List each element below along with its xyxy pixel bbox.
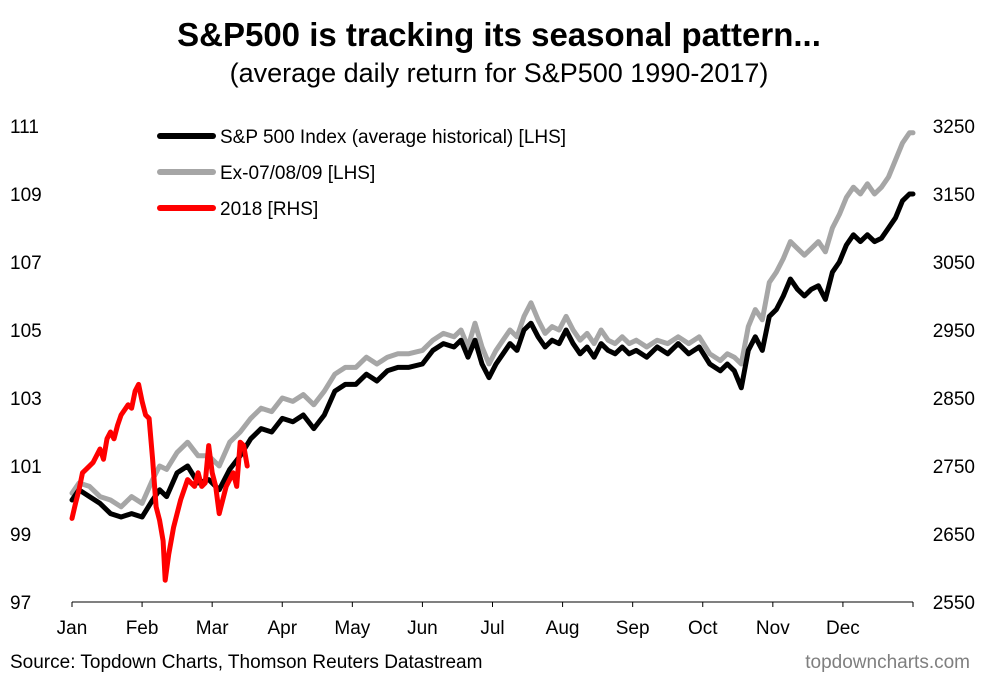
x-tick-feb: Feb [126,618,159,639]
chart-subtitle: (average daily return for S&P500 1990-20… [230,58,769,88]
right-tick-2950: 2950 [933,321,975,342]
left-tick-109: 109 [10,185,42,206]
x-tick-dec: Dec [826,618,860,639]
x-tick-jul: Jul [480,618,504,639]
x-tick-oct: Oct [688,618,718,639]
left-tick-111: 111 [10,117,39,138]
legend-label-2018: 2018 [RHS] [220,199,318,220]
series-line-ex-070809 [69,130,916,510]
x-tick-jun: Jun [407,618,438,639]
x-tick-nov: Nov [756,618,790,639]
legend-label-ex-070809: Ex-07/08/09 [LHS] [220,163,375,184]
right-tick-2750: 2750 [933,457,975,478]
right-tick-3250: 3250 [933,117,975,138]
legend-label-sp500: S&P 500 Index (average historical) [LHS] [220,127,566,148]
source-note: Source: Topdown Charts, Thomson Reuters … [10,652,482,673]
x-tick-sep: Sep [616,618,650,639]
x-axis-ticks: Jan Feb Mar Apr May Jun Jul Aug Sep Oct Nov Dec [57,602,914,639]
right-axis-ticks: 2550 2650 2750 2850 2950 3050 3150 3250 [933,117,975,614]
left-tick-97: 97 [10,593,31,614]
left-tick-105: 105 [10,321,42,342]
left-tick-101: 101 [10,457,42,478]
x-tick-aug: Aug [546,618,580,639]
x-tick-may: May [334,618,370,639]
left-tick-103: 103 [10,389,42,410]
left-tick-99: 99 [10,525,31,546]
x-tick-jan: Jan [57,618,88,639]
right-tick-2550: 2550 [933,593,975,614]
right-tick-2650: 2650 [933,525,975,546]
left-tick-107: 107 [10,253,42,274]
series-layer [69,130,916,583]
right-tick-2850: 2850 [933,389,975,410]
left-axis-ticks: 97 99 101 103 105 107 109 111 [10,117,42,614]
right-tick-3050: 3050 [933,253,975,274]
brand-watermark: topdowncharts.com [805,652,970,673]
right-tick-3150: 3150 [933,185,975,206]
series-line-sp500-average [69,191,916,520]
legend: S&P 500 Index (average historical) [LHS]… [157,127,566,220]
series-line-2018 [69,381,250,583]
x-tick-apr: Apr [267,618,297,639]
x-tick-mar: Mar [196,618,229,639]
chart-title: S&P500 is tracking its seasonal pattern.… [177,16,821,53]
